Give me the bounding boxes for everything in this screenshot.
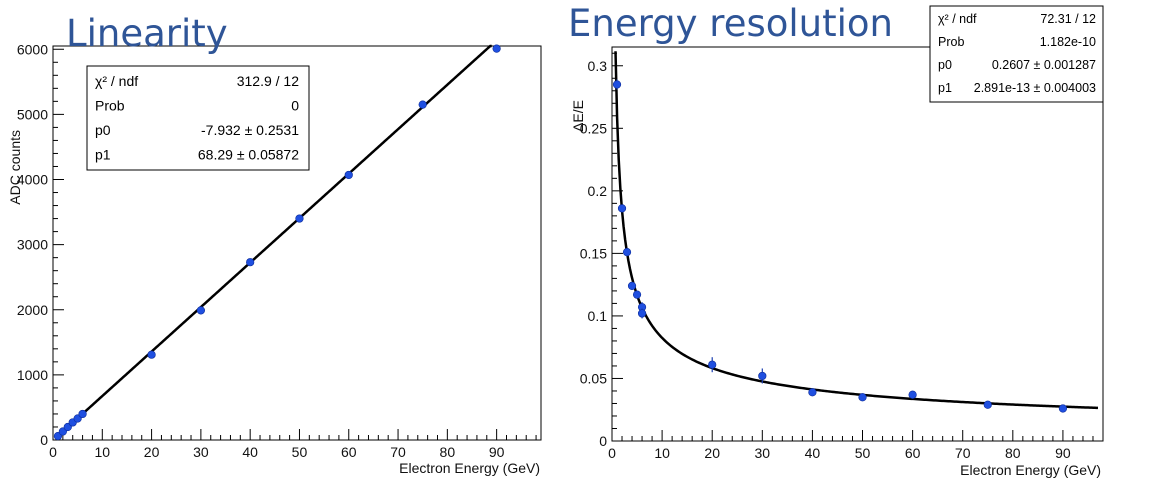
resolution-x-tick-label: 20	[704, 445, 720, 461]
resolution-x-tick-label: 50	[855, 445, 871, 461]
linearity-x-tick-label: 70	[390, 444, 406, 460]
linearity-x-tick-label: 80	[440, 444, 456, 460]
linearity-stats-box	[86, 65, 310, 171]
linearity-x-tick-label: 0	[49, 444, 57, 460]
linearity-x-tick-label: 50	[292, 444, 308, 460]
resolution-y-axis-title: ΔE/E	[570, 100, 586, 132]
linearity-data-point	[492, 44, 501, 53]
resolution-stats-value: 1.182e-10	[1040, 35, 1096, 49]
linearity-plot-frame	[52, 45, 542, 441]
linearity-data-point	[295, 214, 304, 223]
linearity-x-tick-label: 90	[489, 444, 505, 460]
linearity-title: Linearity	[66, 12, 228, 55]
resolution-data-point	[622, 248, 632, 257]
linearity-fit-curve	[57, 44, 492, 437]
linearity-data-point	[246, 258, 255, 267]
linearity-stats-value: -7.932 ± 0.2531	[201, 122, 299, 138]
energy-resolution-chart: 0 10 20 30 40 50 60 70 80 90 0 0.05 0.1 0.15 0.2 0.25 0.…	[570, 5, 1104, 478]
linearity-stats-value: 312.9 / 12	[237, 73, 299, 89]
linearity-x-tick-label: 30	[193, 444, 209, 460]
resolution-data-point	[983, 400, 992, 409]
linearity-data-point	[344, 170, 353, 180]
linearity-data-point	[147, 350, 156, 359]
resolution-data-point	[627, 281, 637, 291]
resolution-data-point	[612, 80, 622, 89]
resolution-x-tick-label: 30	[755, 445, 771, 461]
linearity-data-point	[196, 306, 205, 315]
linearity-stats-value: 68.29 ± 0.05872	[198, 147, 299, 163]
resolution-stats-label: Prob	[938, 35, 964, 49]
linearity-chart: 0 10 20 30 40 50 60 70 80 90 0 1000 2000 3000 4000 5000…	[7, 41, 542, 476]
resolution-stats-value: 72.31 / 12	[1040, 12, 1096, 26]
linearity-x-tick-label: 40	[242, 444, 258, 460]
resolution-data-point	[808, 388, 817, 397]
linearity-y-axis-title: ADC counts	[7, 130, 23, 205]
resolution-y-tick-label: 0.3	[588, 58, 608, 74]
linearity-x-tick-label: 20	[144, 444, 160, 460]
resolution-data-point	[637, 309, 647, 318]
linearity-data-point	[78, 409, 87, 419]
resolution-x-tick-label: 0	[608, 445, 616, 461]
resolution-fit-curve	[614, 51, 1099, 410]
resolution-data-point	[858, 393, 867, 402]
linearity-y-tick-label: 0	[40, 432, 48, 448]
linearity-y-tick-label: 5000	[17, 106, 48, 122]
resolution-data-point	[708, 360, 717, 369]
resolution-x-tick-label: 60	[905, 445, 921, 461]
resolution-y-tick-label: 0.05	[580, 370, 607, 386]
resolution-data-point	[617, 204, 627, 213]
linearity-x-axis-title: Electron Energy (GeV)	[399, 460, 540, 476]
linearity-stats-label: p0	[95, 122, 111, 138]
resolution-x-axis-title: Electron Energy (GeV)	[960, 462, 1101, 478]
resolution-data-point	[632, 290, 642, 299]
linearity-y-tick-label: 4000	[17, 172, 48, 188]
linearity-y-tick-label: 3000	[17, 237, 48, 253]
linearity-x-tick-label: 60	[341, 444, 357, 460]
linearity-stats-label: χ² / ndf	[95, 73, 138, 89]
resolution-data-point	[758, 371, 767, 381]
resolution-stats-value: 0.2607 ± 0.001287	[992, 58, 1096, 72]
resolution-stats-label: χ² / ndf	[938, 12, 977, 26]
resolution-stats-label: p0	[938, 58, 952, 72]
resolution-stats-label: p1	[938, 81, 952, 95]
resolution-data-point	[908, 390, 917, 399]
resolution-data-point	[1058, 404, 1068, 413]
energy-resolution-title: Energy resolution	[568, 2, 893, 45]
resolution-x-tick-label: 90	[1055, 445, 1071, 461]
resolution-y-tick-label: 0.2	[588, 183, 608, 199]
linearity-stats-value: 0	[291, 98, 299, 114]
resolution-y-tick-label: 0.15	[580, 245, 607, 261]
resolution-y-tick-label: 0	[599, 433, 607, 449]
linearity-y-tick-label: 6000	[17, 41, 48, 57]
linearity-stats-label: p1	[95, 147, 111, 163]
resolution-x-tick-label: 40	[805, 445, 821, 461]
linearity-data-point	[418, 100, 427, 109]
resolution-x-tick-label: 80	[1005, 445, 1021, 461]
resolution-y-tick-label: 0.25	[580, 120, 607, 136]
linearity-stats-label: Prob	[95, 98, 125, 114]
linearity-x-tick-label: 10	[95, 444, 111, 460]
resolution-stats-value: 2.891e-13 ± 0.004003	[974, 81, 1096, 95]
resolution-plot-frame	[611, 46, 1104, 442]
resolution-x-tick-label: 70	[955, 445, 971, 461]
resolution-y-tick-label: 0.1	[588, 308, 608, 324]
linearity-y-tick-label: 1000	[17, 367, 48, 383]
resolution-stats-box	[929, 5, 1104, 103]
resolution-x-tick-label: 10	[654, 445, 670, 461]
linearity-y-tick-label: 2000	[17, 302, 48, 318]
